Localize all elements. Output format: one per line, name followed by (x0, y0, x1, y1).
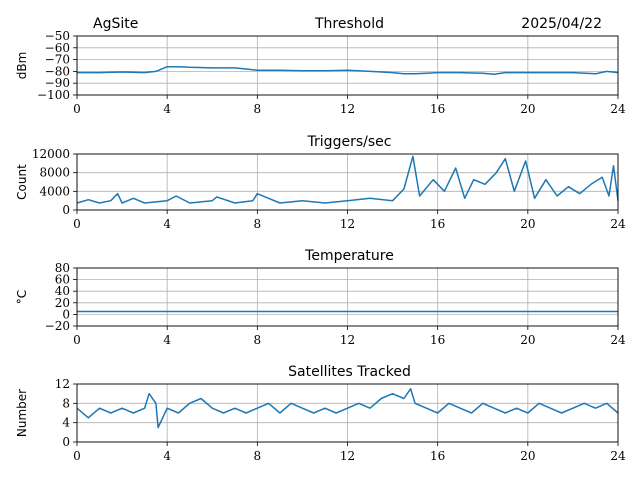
y-tick-label: 80 (55, 261, 70, 275)
x-tick-label: 16 (430, 333, 445, 347)
y-tick-label: 4 (62, 416, 70, 430)
y-tick-label: 8 (62, 396, 70, 410)
y-axis-label: Count (15, 164, 29, 200)
chart-panel: 0 4 8 12 16 20 24 0 4000 8000 12000 Triggers/sec Cou… (15, 134, 626, 231)
x-tick-label: 20 (520, 449, 535, 463)
x-tick-label: 20 (520, 102, 535, 116)
chart-title: Triggers/sec (307, 134, 392, 150)
y-tick-label: 60 (55, 273, 70, 287)
y-tick-label: −50 (45, 29, 70, 43)
x-tick-label: 8 (254, 333, 262, 347)
chart-title: Satellites Tracked (288, 364, 411, 380)
x-tick-label: 4 (163, 217, 171, 231)
x-tick-label: 8 (254, 102, 262, 116)
x-tick-label: 20 (520, 333, 535, 347)
x-tick-label: 8 (254, 217, 262, 231)
y-tick-label: 0 (62, 203, 70, 217)
x-tick-label: 24 (610, 449, 626, 463)
axes-frame (76, 35, 619, 96)
y-tick-label: −20 (45, 319, 70, 333)
y-tick-label: 12000 (32, 147, 70, 161)
axes-frame (76, 383, 619, 443)
report-date: 2025/04/22 (521, 16, 602, 32)
y-axis-label: Number (15, 389, 29, 437)
x-tick-label: 4 (163, 449, 171, 463)
y-tick-label: −80 (45, 64, 70, 78)
x-tick-label: 16 (430, 102, 445, 116)
x-tick-label: 8 (254, 449, 262, 463)
chart-panel: 0 4 8 12 16 20 24 −50−60−70−80−90−100 Threshold d… (15, 16, 626, 116)
x-tick-label: 16 (430, 217, 445, 231)
y-tick-label: 0 (62, 307, 70, 321)
axes-frame (76, 153, 619, 211)
x-tick-label: 0 (73, 333, 81, 347)
y-axis-label: dBm (15, 52, 29, 80)
x-tick-label: 16 (430, 449, 445, 463)
x-tick-label: 12 (340, 217, 355, 231)
y-tick-label: 0 (62, 435, 70, 449)
series-line (76, 155, 619, 204)
y-tick-label: 8000 (39, 166, 70, 180)
series-line (76, 388, 619, 429)
x-tick-label: 20 (520, 217, 535, 231)
y-tick-label: −100 (37, 88, 70, 102)
chart-panels: 0 4 8 12 16 20 24 −50−60−70−80−90−100 Threshold d… (15, 16, 626, 463)
x-tick-label: 24 (610, 333, 626, 347)
x-tick-label: 4 (163, 102, 171, 116)
y-tick-label: 20 (55, 296, 70, 310)
y-tick-label: 4000 (39, 184, 70, 198)
chart-title: Temperature (304, 248, 394, 264)
chart-title: Threshold (314, 16, 384, 32)
y-axis-label: °C (15, 290, 29, 304)
y-tick-label: −60 (45, 41, 70, 55)
x-tick-label: 24 (610, 217, 626, 231)
figure-header: AgSite 2025/04/22 (93, 16, 602, 32)
x-tick-label: 12 (340, 102, 355, 116)
axes-frame (76, 267, 619, 327)
x-tick-label: 12 (340, 333, 355, 347)
x-tick-label: 4 (163, 333, 171, 347)
y-tick-label: 40 (55, 284, 70, 298)
x-tick-label: 0 (73, 102, 81, 116)
y-tick-label: −90 (45, 76, 70, 90)
site-label: AgSite (93, 16, 138, 32)
x-tick-label: 0 (73, 217, 81, 231)
x-tick-label: 12 (340, 449, 355, 463)
x-tick-label: 24 (610, 102, 626, 116)
series-line (77, 65, 619, 76)
chart-panel: 0 4 8 12 16 20 24 0 4 8 12 Satellites Tracked Number (15, 364, 626, 463)
x-tick-label: 0 (73, 449, 81, 463)
y-tick-label: 12 (55, 377, 70, 391)
y-tick-label: −70 (45, 53, 70, 67)
